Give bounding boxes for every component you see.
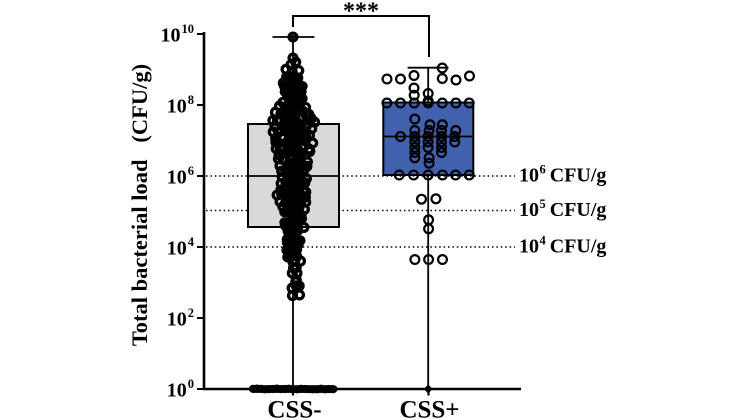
svg-text:CSS+: CSS+ bbox=[399, 397, 459, 420]
svg-text:CSS-: CSS- bbox=[267, 397, 321, 420]
svg-text:***: *** bbox=[343, 0, 379, 25]
svg-text:Total bacterial load (CFU/g): Total bacterial load (CFU/g) bbox=[127, 64, 152, 346]
